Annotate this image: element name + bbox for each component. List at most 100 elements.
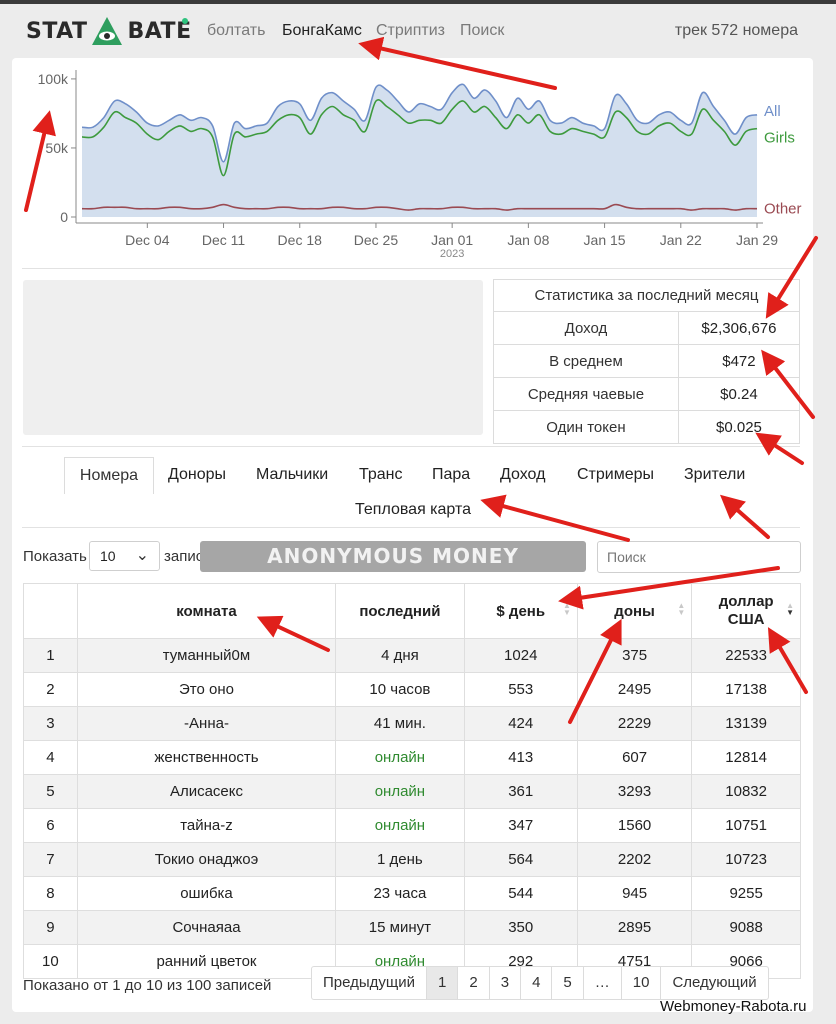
- page-button-3[interactable]: 3: [488, 967, 520, 999]
- cell-room[interactable]: ранний цветок: [76, 944, 337, 979]
- series-line-girls: [81, 99, 758, 177]
- table-row[interactable]: 7 Токио онаджоэ 1 день 564 2202 10723: [23, 842, 801, 877]
- stats-title: Статистика за последний месяц: [493, 279, 800, 312]
- cell-last: 15 минут: [335, 910, 465, 945]
- table-row[interactable]: 1 туманный0м 4 дня 1024 375 22533: [23, 638, 801, 673]
- nav-link-bongacams[interactable]: БонгаКамс: [282, 22, 362, 39]
- table-row[interactable]: 6 тайна-z онлайн 347 1560 10751: [23, 808, 801, 843]
- col-header-usd[interactable]: доллар США ▲ ▼: [691, 583, 801, 639]
- cell-room[interactable]: Алисасекс: [76, 774, 337, 809]
- cell-usd: 10832: [691, 774, 801, 809]
- cell-donors: 945: [576, 876, 693, 911]
- stats-label: Доход: [493, 311, 679, 345]
- table-row[interactable]: 3 -Анна- 41 мин. 424 2229 13139: [23, 706, 801, 741]
- page-button-2[interactable]: 2: [457, 967, 488, 999]
- col-header-index: [23, 583, 78, 639]
- entries-select[interactable]: 10 ⌄: [89, 541, 160, 571]
- tab-rooms[interactable]: Номера: [64, 457, 154, 494]
- col-header-day[interactable]: $ день ▲ ▼: [463, 583, 578, 639]
- x-subtick-year: 2023: [440, 248, 464, 260]
- tab-trans[interactable]: Транс: [359, 466, 403, 483]
- col-header-last-label: последний: [359, 602, 441, 620]
- cell-index: 10: [23, 944, 78, 979]
- search-input[interactable]: [597, 541, 801, 573]
- x-tick-label: Jan 22: [660, 232, 702, 248]
- page-button-5[interactable]: 5: [551, 967, 582, 999]
- ad-placeholder: [23, 280, 483, 435]
- cell-donors: 2202: [576, 842, 693, 877]
- cell-room[interactable]: Токио онаджоэ: [76, 842, 337, 877]
- page-button-10[interactable]: 10: [620, 967, 661, 999]
- col-header-last[interactable]: последний: [335, 583, 465, 639]
- cell-day: 424: [463, 706, 578, 741]
- col-header-day-label: $ день: [496, 602, 546, 620]
- cell-donors: 607: [576, 740, 693, 775]
- cell-day: 1024: [463, 638, 578, 673]
- cell-room[interactable]: -Анна-: [76, 706, 337, 741]
- nav-link-striptease[interactable]: Стриптиз: [376, 22, 445, 39]
- prev-page-button[interactable]: Предыдущий: [323, 974, 416, 991]
- table-row[interactable]: 4 женственность онлайн 413 607 12814: [23, 740, 801, 775]
- cell-room[interactable]: туманный0м: [76, 638, 337, 673]
- stats-value: $472: [677, 344, 801, 378]
- tab-couple[interactable]: Пара: [432, 466, 471, 483]
- cell-last: 23 часа: [335, 876, 465, 911]
- cell-usd: 9088: [691, 910, 801, 945]
- top-navbar: STAT BATE болтать БонгаКамс Стриптиз Пои…: [0, 4, 836, 56]
- col-header-donors[interactable]: доны ▲ ▼: [576, 583, 693, 639]
- divider: [22, 268, 800, 269]
- cell-room[interactable]: Сочнаяаа: [76, 910, 337, 945]
- sort-desc-icon: ▲ ▼: [786, 601, 794, 617]
- cell-index: 5: [23, 774, 78, 809]
- stats-label: Средняя чаевые: [493, 377, 679, 411]
- cell-donors: 2495: [576, 672, 693, 707]
- show-label: Показать: [23, 548, 87, 565]
- cell-room[interactable]: тайна-z: [76, 808, 337, 843]
- tab-streamers[interactable]: Стримеры: [577, 466, 655, 483]
- sort-icon: ▲ ▼: [677, 601, 686, 617]
- next-page-button[interactable]: Следующий: [660, 967, 767, 999]
- cell-last: 1 день: [335, 842, 465, 877]
- x-tick-label: Dec 11: [202, 232, 246, 248]
- top-border: [0, 0, 836, 4]
- tab-boys[interactable]: Мальчики: [256, 466, 329, 483]
- nav-link-search[interactable]: Поиск: [460, 22, 505, 39]
- x-tick-label: Jan 15: [584, 232, 626, 248]
- sort-icon: ▲ ▼: [562, 601, 571, 617]
- anonymous-money-banner[interactable]: ANONYMOUS MONEY: [200, 541, 586, 572]
- divider: [22, 446, 800, 447]
- col-header-room[interactable]: комната: [76, 583, 337, 639]
- table-row[interactable]: 8 ошибка 23 часа 544 945 9255: [23, 876, 801, 911]
- cell-room[interactable]: Это оно: [76, 672, 337, 707]
- entries-select-value: 10: [100, 548, 116, 564]
- table-row[interactable]: 9 Сочнаяаа 15 минут 350 2895 9088: [23, 910, 801, 945]
- cell-donors: 3293: [576, 774, 693, 809]
- tab-viewers[interactable]: Зрители: [684, 466, 746, 483]
- stats-value: $0.025: [677, 410, 801, 444]
- cell-room[interactable]: ошибка: [76, 876, 337, 911]
- cell-donors: 375: [576, 638, 693, 673]
- cell-last: 4 дня: [335, 638, 465, 673]
- cell-donors: 1560: [576, 808, 693, 843]
- legend-all: All: [764, 103, 781, 120]
- table-row[interactable]: 10 ранний цветок онлайн 292 4751 9066: [23, 944, 801, 979]
- legend-other: Other: [764, 201, 802, 218]
- cell-index: 3: [23, 706, 78, 741]
- page-button-1[interactable]: 1: [426, 967, 458, 999]
- cell-room[interactable]: женственность: [76, 740, 337, 775]
- watermark: Webmoney-Rabota.ru: [660, 998, 807, 1015]
- table-row[interactable]: 5 Алисасекс онлайн 361 3293 10832: [23, 774, 801, 809]
- table-row[interactable]: 2 Это оно 10 часов 553 2495 17138: [23, 672, 801, 707]
- x-tick-label: Jan 29: [736, 232, 778, 248]
- site-logo[interactable]: STAT BATE: [26, 16, 192, 46]
- series-line-other: [81, 203, 758, 211]
- cell-usd: 10751: [691, 808, 801, 843]
- tab-income[interactable]: Доход: [500, 466, 546, 483]
- page-button-4[interactable]: 4: [520, 967, 551, 999]
- tab-donors[interactable]: Доноры: [168, 466, 227, 483]
- logo-text-left: STAT: [26, 18, 88, 44]
- tab-heatmap[interactable]: Тепловая карта: [355, 501, 472, 518]
- cell-index: 7: [23, 842, 78, 877]
- divider: [22, 527, 800, 528]
- nav-link-chat[interactable]: болтать: [207, 22, 266, 39]
